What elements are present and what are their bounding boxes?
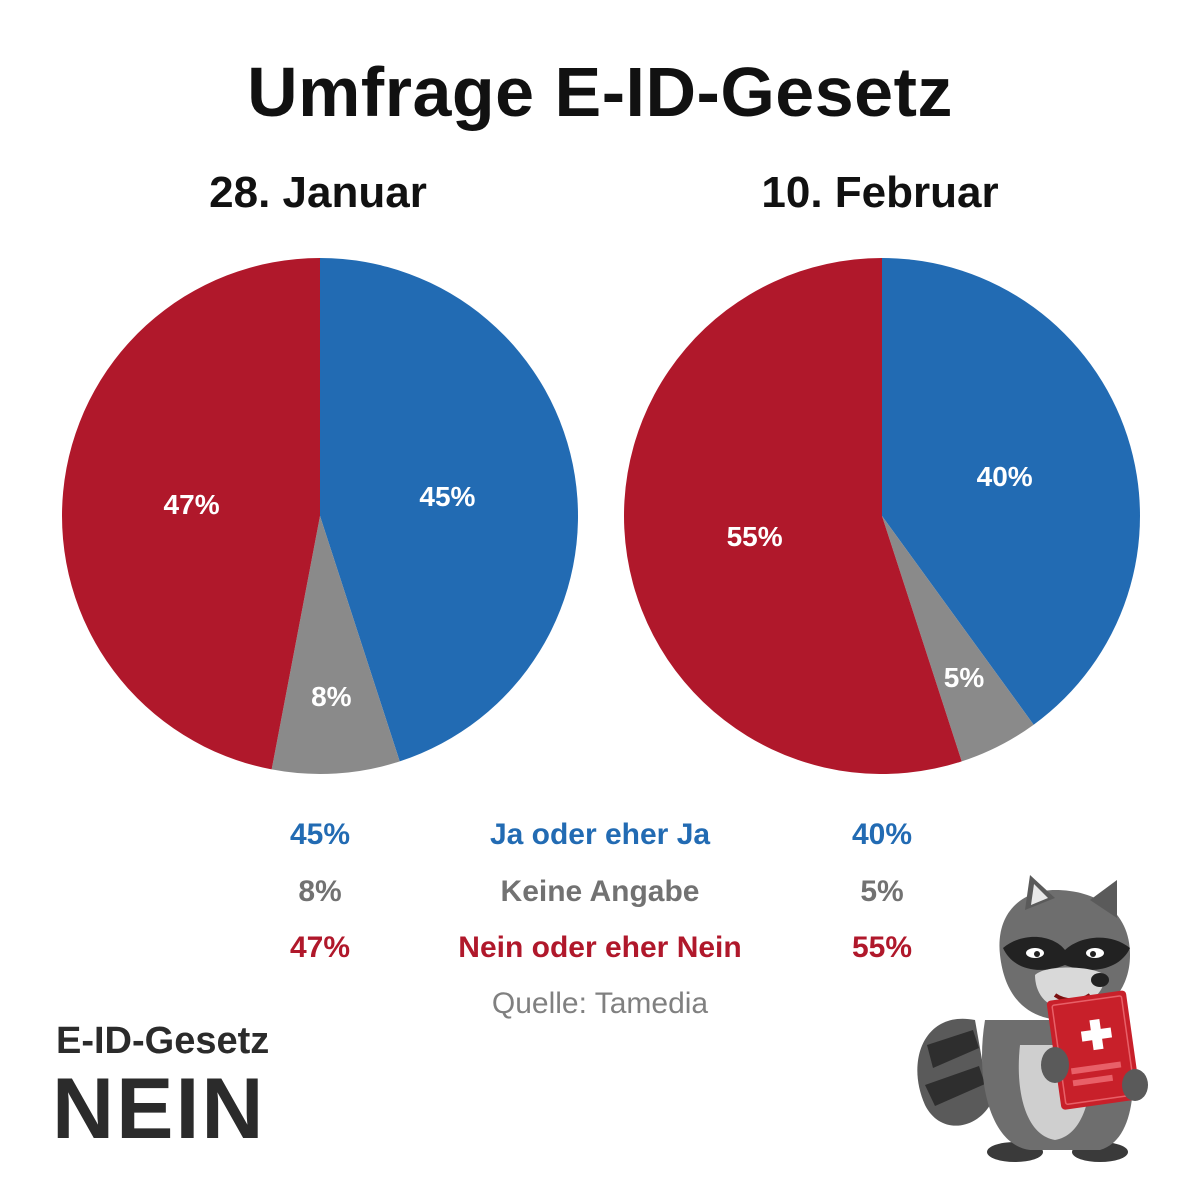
pie-slice-januar-nein [62,258,321,770]
pie-label-februar-keine: 5% [944,662,985,693]
logo-text-line1: E-ID-Gesetz [56,1020,270,1062]
legend-row-nein: 47% Nein oder eher Nein 55% [0,931,1200,981]
raccoon-mascot-icon [917,875,1148,1162]
pie-slice-februar-keine [882,516,1034,762]
pie-label-januar-keine: 8% [311,681,352,712]
legend-value-februar-ja: 40% [851,818,913,851]
logo-text-line2: NEIN [52,1061,266,1157]
legend-value-februar-keine: 5% [860,875,904,908]
chart-title-februar: 10. Februar [761,168,999,217]
pie-slice-februar-ja [882,258,1140,725]
legend-label-ja: Ja oder eher Ja [489,818,711,851]
pie-slice-januar-ja [320,258,578,762]
legend-value-januar-keine: 8% [298,875,342,908]
pie-label-februar-nein: 55% [727,521,783,552]
legend-row-keine-angabe: 8% Keine Angabe 5% [0,875,1200,925]
pie-slice-februar-nein [623,258,962,775]
legend-value-januar-nein: 47% [289,931,351,964]
pie-label-januar-ja: 45% [419,481,475,512]
legend-label-nein: Nein oder eher Nein [458,931,742,964]
pie-slice-januar-keine [271,516,400,774]
legend-value-februar-nein: 55% [851,931,913,964]
legend-label-keine: Keine Angabe [500,875,700,908]
source-note: Quelle: Tamedia [491,987,709,1020]
page-title: Umfrage E-ID-Gesetz [247,53,953,131]
pie-charts: 45% 8% 47% 40% 5% 55% [62,258,1140,775]
pie-label-februar-ja: 40% [977,461,1033,492]
chart-title-januar: 28. Januar [209,168,427,217]
legend-value-januar-ja: 45% [289,818,351,851]
legend-row-ja: 45% Ja oder eher Ja 40% [0,818,1200,868]
pie-label-januar-nein: 47% [164,489,220,520]
